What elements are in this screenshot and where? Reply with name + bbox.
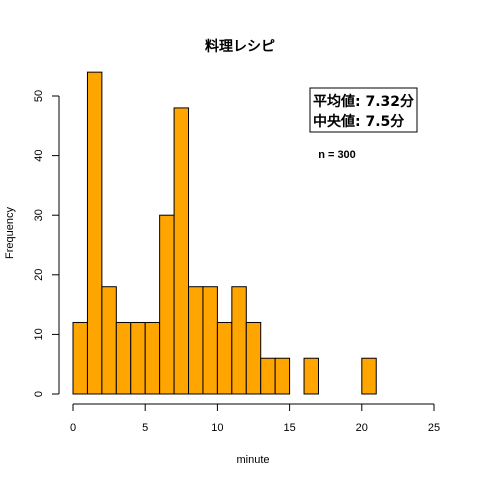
- sample-size-label: n = 300: [318, 149, 356, 161]
- histogram-bar: [361, 357, 377, 395]
- y-tick-label: 0: [33, 391, 45, 397]
- y-tick-label: 40: [33, 149, 45, 161]
- histogram-bar: [159, 214, 175, 395]
- histogram-bar: [86, 71, 103, 395]
- histogram-bar: [202, 286, 218, 395]
- histogram-bar: [303, 357, 319, 395]
- stats-box-frame: [309, 87, 418, 133]
- histogram-bar: [188, 286, 204, 395]
- y-tick-label: 50: [33, 90, 45, 102]
- histogram-bar: [231, 286, 247, 395]
- x-tick-label: 25: [428, 422, 440, 434]
- x-tick-label: 5: [142, 422, 148, 434]
- stats-mean-text: 平均値: 7.32分: [313, 93, 414, 110]
- y-axis: 0 10 20 30 40 50: [33, 90, 60, 397]
- histogram-bar: [101, 286, 117, 395]
- histogram-bar: [274, 357, 291, 395]
- chart-title: 料理レシピ: [205, 38, 275, 55]
- y-axis-label: Frequency: [4, 207, 16, 259]
- histogram-bar: [72, 321, 88, 395]
- histogram-bar: [115, 321, 132, 395]
- y-tick-label: 10: [33, 328, 45, 340]
- histogram-bar: [216, 321, 233, 395]
- stats-box: 平均値: 7.32分 中央値: 7.5分: [309, 87, 418, 133]
- stats-median-text: 中央値: 7.5分: [313, 113, 404, 130]
- y-tick-label: 30: [33, 209, 45, 221]
- histogram-bar: [173, 107, 190, 395]
- x-tick-label: 10: [211, 422, 223, 434]
- x-tick-label: 15: [283, 422, 295, 434]
- bars-group: [72, 71, 377, 395]
- x-tick-label: 0: [70, 422, 76, 434]
- histogram-bar: [260, 357, 276, 395]
- x-tick-label: 20: [356, 422, 368, 434]
- histogram-bar: [144, 321, 161, 395]
- x-axis-label: minute: [236, 454, 269, 466]
- histogram-bar: [130, 321, 146, 395]
- x-axis: 0 5 10 15 20 25: [70, 403, 440, 434]
- y-tick-label: 20: [33, 269, 45, 281]
- histogram-bar: [245, 321, 262, 395]
